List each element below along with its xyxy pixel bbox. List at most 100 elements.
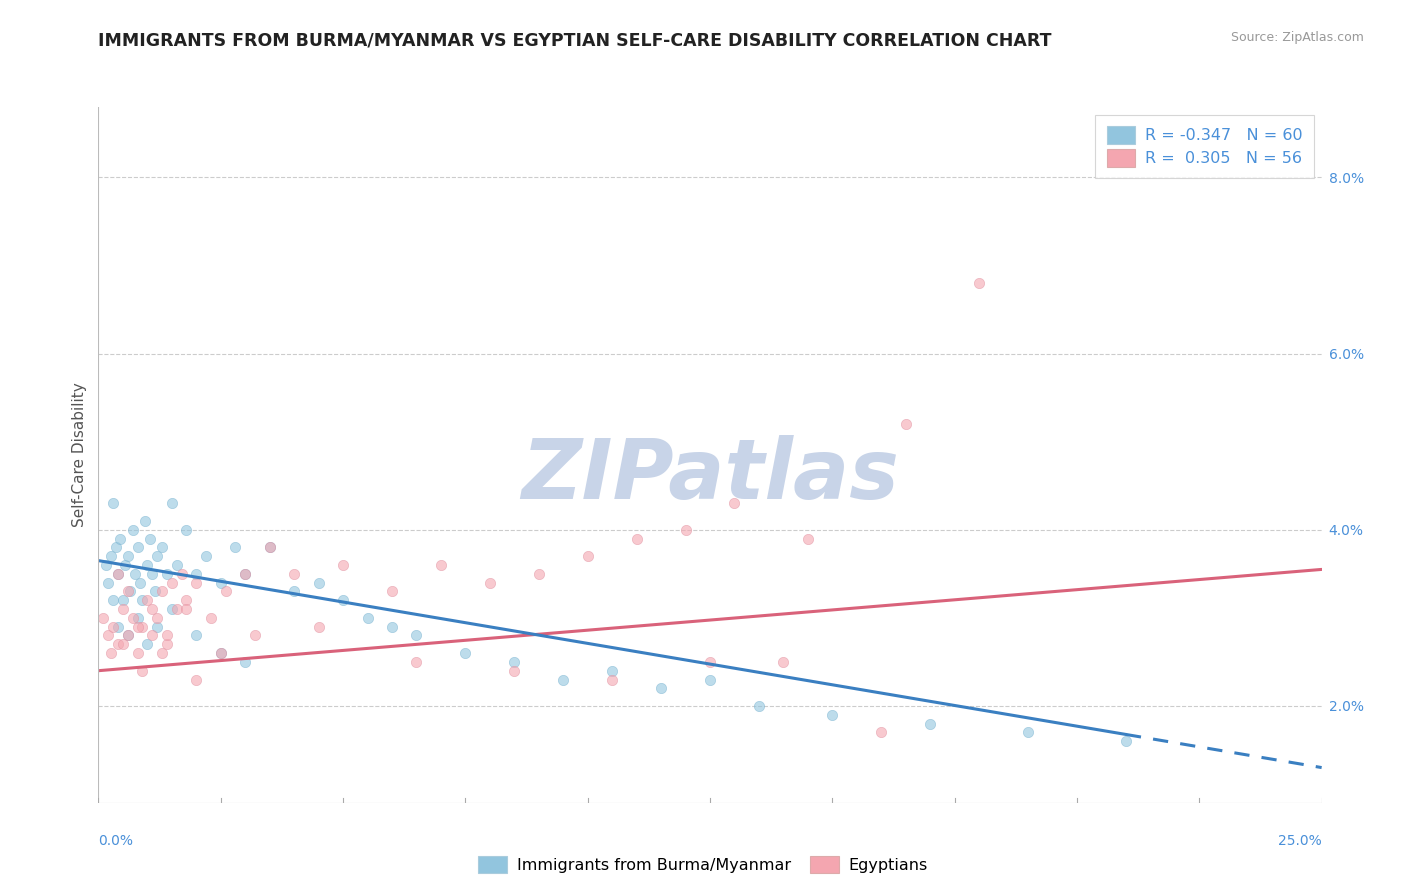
Text: 25.0%: 25.0% bbox=[1278, 834, 1322, 848]
Point bbox=[117, 628, 139, 642]
Point bbox=[127, 611, 149, 625]
Point bbox=[186, 673, 208, 687]
Point bbox=[111, 593, 134, 607]
Point bbox=[107, 620, 129, 634]
Point bbox=[894, 417, 917, 431]
Point bbox=[209, 575, 232, 590]
Point bbox=[195, 549, 218, 564]
Point bbox=[381, 584, 404, 599]
Point bbox=[283, 584, 305, 599]
Point bbox=[124, 566, 146, 581]
Point bbox=[430, 558, 453, 572]
Point bbox=[120, 584, 142, 599]
Point bbox=[503, 664, 526, 678]
Point bbox=[332, 593, 354, 607]
Point bbox=[699, 655, 721, 669]
Point bbox=[117, 584, 139, 599]
Point bbox=[110, 532, 132, 546]
Point bbox=[131, 593, 153, 607]
Point bbox=[332, 558, 354, 572]
Point bbox=[209, 646, 232, 660]
Point bbox=[141, 628, 163, 642]
Point bbox=[166, 558, 188, 572]
Legend: R = -0.347   N = 60, R =  0.305   N = 56: R = -0.347 N = 60, R = 0.305 N = 56 bbox=[1095, 115, 1313, 178]
Point bbox=[576, 549, 599, 564]
Point bbox=[723, 496, 745, 510]
Point bbox=[101, 496, 124, 510]
Point bbox=[553, 673, 575, 687]
Point bbox=[308, 620, 330, 634]
Text: IMMIGRANTS FROM BURMA/MYANMAR VS EGYPTIAN SELF-CARE DISABILITY CORRELATION CHART: IMMIGRANTS FROM BURMA/MYANMAR VS EGYPTIA… bbox=[98, 31, 1052, 49]
Point bbox=[146, 549, 169, 564]
Point bbox=[101, 593, 124, 607]
Legend: Immigrants from Burma/Myanmar, Egyptians: Immigrants from Burma/Myanmar, Egyptians bbox=[472, 849, 934, 880]
Point bbox=[146, 620, 169, 634]
Point bbox=[176, 523, 198, 537]
Point bbox=[131, 664, 153, 678]
Point bbox=[600, 673, 623, 687]
Point bbox=[176, 602, 198, 616]
Point bbox=[259, 541, 281, 555]
Point bbox=[920, 716, 942, 731]
Point bbox=[308, 575, 330, 590]
Point bbox=[1115, 734, 1137, 748]
Point bbox=[478, 575, 501, 590]
Point bbox=[186, 628, 208, 642]
Point bbox=[111, 602, 134, 616]
Point bbox=[170, 566, 193, 581]
Point bbox=[243, 628, 266, 642]
Point bbox=[150, 541, 173, 555]
Point bbox=[156, 566, 179, 581]
Point bbox=[94, 558, 117, 572]
Point bbox=[356, 611, 378, 625]
Point bbox=[141, 602, 163, 616]
Point bbox=[136, 637, 159, 651]
Point bbox=[675, 523, 697, 537]
Point bbox=[111, 637, 134, 651]
Point bbox=[214, 584, 236, 599]
Point bbox=[121, 523, 143, 537]
Point bbox=[91, 611, 114, 625]
Point bbox=[200, 611, 222, 625]
Point bbox=[134, 514, 156, 528]
Point bbox=[104, 541, 127, 555]
Point bbox=[114, 558, 136, 572]
Point bbox=[139, 532, 162, 546]
Point bbox=[233, 655, 256, 669]
Point bbox=[117, 549, 139, 564]
Point bbox=[136, 593, 159, 607]
Point bbox=[156, 628, 179, 642]
Point bbox=[117, 628, 139, 642]
Point bbox=[150, 584, 173, 599]
Point bbox=[127, 646, 149, 660]
Point bbox=[160, 496, 183, 510]
Point bbox=[797, 532, 820, 546]
Point bbox=[1017, 725, 1039, 739]
Point bbox=[127, 541, 149, 555]
Point bbox=[101, 620, 124, 634]
Point bbox=[870, 725, 893, 739]
Point bbox=[209, 646, 232, 660]
Point bbox=[97, 628, 120, 642]
Point bbox=[176, 593, 198, 607]
Point bbox=[259, 541, 281, 555]
Point bbox=[156, 637, 179, 651]
Point bbox=[405, 655, 427, 669]
Point bbox=[283, 566, 305, 581]
Point bbox=[600, 664, 623, 678]
Point bbox=[650, 681, 672, 696]
Point bbox=[131, 620, 153, 634]
Point bbox=[129, 575, 152, 590]
Point bbox=[166, 602, 188, 616]
Point bbox=[150, 646, 173, 660]
Point bbox=[186, 575, 208, 590]
Point bbox=[454, 646, 477, 660]
Point bbox=[136, 558, 159, 572]
Point bbox=[160, 575, 183, 590]
Point bbox=[626, 532, 648, 546]
Point bbox=[97, 575, 120, 590]
Point bbox=[503, 655, 526, 669]
Point bbox=[121, 611, 143, 625]
Text: 0.0%: 0.0% bbox=[98, 834, 134, 848]
Point bbox=[821, 707, 844, 722]
